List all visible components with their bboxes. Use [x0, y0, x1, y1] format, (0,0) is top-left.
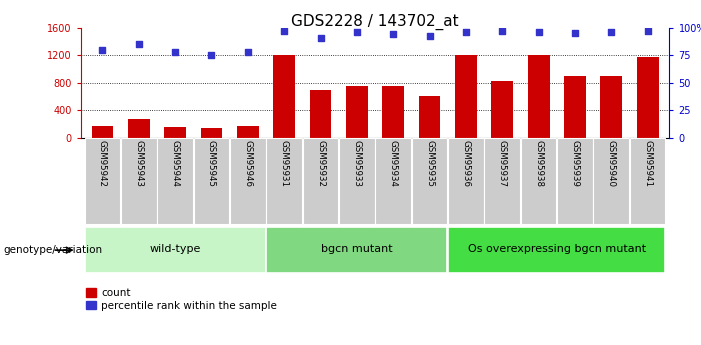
Text: GSM95942: GSM95942: [98, 140, 107, 187]
Text: GSM95933: GSM95933: [353, 140, 361, 187]
Point: [461, 29, 472, 35]
FancyBboxPatch shape: [85, 138, 121, 224]
Point: [642, 28, 653, 34]
Point: [206, 52, 217, 58]
Legend: count, percentile rank within the sample: count, percentile rank within the sample: [86, 288, 278, 311]
Text: GSM95936: GSM95936: [461, 140, 470, 187]
FancyBboxPatch shape: [230, 138, 266, 224]
Bar: [273, 55, 295, 138]
FancyBboxPatch shape: [266, 138, 302, 224]
FancyBboxPatch shape: [448, 227, 665, 273]
Point: [315, 35, 326, 40]
Text: bgcn mutant: bgcn mutant: [321, 244, 393, 254]
Text: GSM95938: GSM95938: [534, 140, 543, 187]
Text: genotype/variation: genotype/variation: [4, 245, 102, 255]
Point: [533, 29, 544, 35]
Bar: [491, 81, 513, 138]
Point: [388, 31, 399, 37]
Text: GSM95943: GSM95943: [135, 140, 143, 187]
FancyBboxPatch shape: [629, 138, 665, 224]
Point: [278, 28, 290, 34]
FancyBboxPatch shape: [376, 138, 411, 224]
Point: [97, 47, 108, 52]
FancyBboxPatch shape: [303, 138, 339, 224]
Bar: [237, 126, 259, 138]
FancyBboxPatch shape: [266, 227, 447, 273]
FancyBboxPatch shape: [557, 138, 593, 224]
Bar: [346, 86, 368, 138]
FancyBboxPatch shape: [339, 138, 374, 224]
Text: GSM95946: GSM95946: [243, 140, 252, 187]
Point: [133, 41, 144, 47]
Bar: [600, 76, 622, 138]
Text: GSM95937: GSM95937: [498, 140, 507, 187]
Point: [496, 28, 508, 34]
Bar: [528, 55, 550, 138]
Point: [170, 49, 181, 55]
FancyBboxPatch shape: [85, 227, 266, 273]
Point: [351, 29, 362, 35]
Text: GSM95935: GSM95935: [425, 140, 434, 187]
Bar: [455, 55, 477, 138]
Bar: [418, 96, 440, 138]
Point: [569, 30, 580, 36]
Point: [606, 29, 617, 35]
FancyBboxPatch shape: [448, 138, 484, 224]
Text: GSM95932: GSM95932: [316, 140, 325, 187]
Point: [243, 49, 254, 55]
Text: GSM95940: GSM95940: [607, 140, 615, 187]
FancyBboxPatch shape: [594, 138, 629, 224]
Text: GSM95934: GSM95934: [389, 140, 397, 187]
FancyBboxPatch shape: [484, 138, 520, 224]
Bar: [310, 90, 332, 138]
Text: GSM95945: GSM95945: [207, 140, 216, 187]
Point: [424, 34, 435, 39]
FancyBboxPatch shape: [121, 138, 156, 224]
Text: Os overexpressing bgcn mutant: Os overexpressing bgcn mutant: [468, 244, 646, 254]
Text: GDS2228 / 143702_at: GDS2228 / 143702_at: [291, 14, 459, 30]
Bar: [92, 126, 114, 138]
Bar: [382, 86, 404, 138]
Bar: [637, 57, 658, 138]
Text: GSM95939: GSM95939: [571, 140, 580, 187]
FancyBboxPatch shape: [411, 138, 447, 224]
Text: GSM95944: GSM95944: [170, 140, 179, 187]
FancyBboxPatch shape: [157, 138, 193, 224]
FancyBboxPatch shape: [521, 138, 557, 224]
Bar: [200, 128, 222, 138]
Bar: [164, 127, 186, 138]
Bar: [128, 119, 150, 138]
Text: GSM95931: GSM95931: [280, 140, 289, 187]
Text: GSM95941: GSM95941: [643, 140, 652, 187]
Bar: [564, 76, 586, 138]
Text: wild-type: wild-type: [149, 244, 200, 254]
FancyBboxPatch shape: [193, 138, 229, 224]
